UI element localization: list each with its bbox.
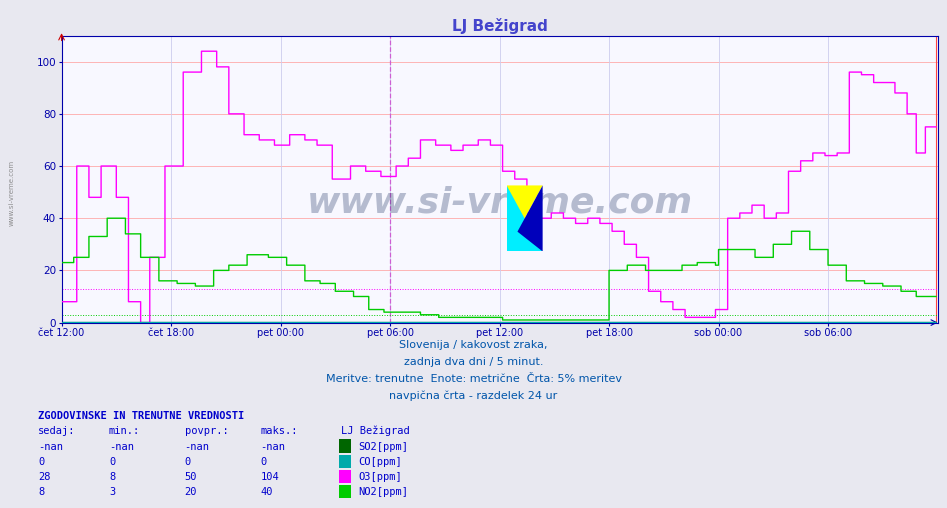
Polygon shape: [507, 185, 543, 251]
Polygon shape: [517, 185, 543, 251]
Text: SO2[ppm]: SO2[ppm]: [358, 441, 408, 452]
Text: ZGODOVINSKE IN TRENUTNE VREDNOSTI: ZGODOVINSKE IN TRENUTNE VREDNOSTI: [38, 411, 244, 421]
Text: 20: 20: [185, 487, 197, 497]
Title: LJ Bežigrad: LJ Bežigrad: [452, 18, 547, 35]
Text: 50: 50: [185, 472, 197, 482]
Text: NO2[ppm]: NO2[ppm]: [358, 487, 408, 497]
Text: www.si-vreme.com: www.si-vreme.com: [307, 185, 692, 219]
Text: sedaj:: sedaj:: [38, 426, 76, 436]
Text: 0: 0: [38, 457, 45, 467]
Text: 0: 0: [260, 457, 267, 467]
Text: -nan: -nan: [109, 441, 134, 452]
Text: 8: 8: [109, 472, 116, 482]
Text: -nan: -nan: [260, 441, 285, 452]
Text: 104: 104: [260, 472, 279, 482]
Text: 3: 3: [109, 487, 116, 497]
Text: -nan: -nan: [185, 441, 209, 452]
Text: min.:: min.:: [109, 426, 140, 436]
Text: 0: 0: [185, 457, 191, 467]
Text: Slovenija / kakovost zraka,: Slovenija / kakovost zraka,: [400, 340, 547, 350]
Polygon shape: [507, 185, 543, 251]
Text: www.si-vreme.com: www.si-vreme.com: [9, 160, 14, 226]
Text: Meritve: trenutne  Enote: metrične  Črta: 5% meritev: Meritve: trenutne Enote: metrične Črta: …: [326, 374, 621, 384]
Text: 8: 8: [38, 487, 45, 497]
Text: povpr.:: povpr.:: [185, 426, 228, 436]
Text: maks.:: maks.:: [260, 426, 298, 436]
Text: 40: 40: [260, 487, 273, 497]
Text: zadnja dva dni / 5 minut.: zadnja dva dni / 5 minut.: [403, 357, 544, 367]
Text: CO[ppm]: CO[ppm]: [358, 457, 402, 467]
Text: -nan: -nan: [38, 441, 63, 452]
Text: 28: 28: [38, 472, 50, 482]
Text: navpična črta - razdelek 24 ur: navpična črta - razdelek 24 ur: [389, 390, 558, 401]
Text: O3[ppm]: O3[ppm]: [358, 472, 402, 482]
Text: 0: 0: [109, 457, 116, 467]
Text: LJ Bežigrad: LJ Bežigrad: [341, 426, 410, 436]
